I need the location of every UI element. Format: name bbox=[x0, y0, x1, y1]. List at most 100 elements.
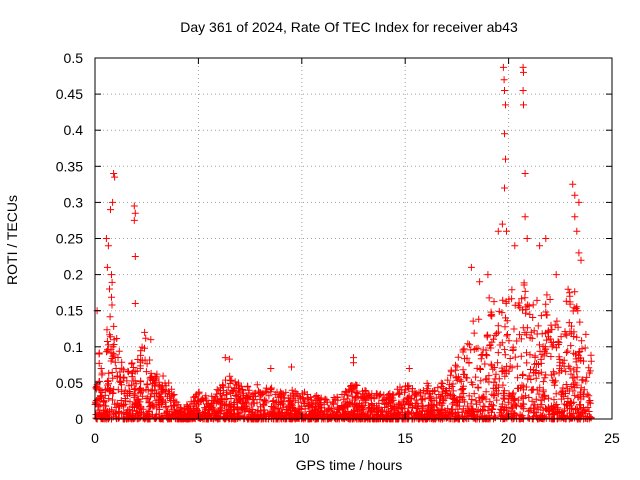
data-point bbox=[396, 383, 404, 391]
data-point bbox=[256, 395, 264, 403]
data-point bbox=[118, 358, 126, 366]
data-point bbox=[502, 299, 510, 307]
data-point bbox=[501, 184, 508, 192]
data-point bbox=[101, 386, 109, 393]
data-point bbox=[342, 409, 349, 417]
data-point bbox=[519, 306, 526, 314]
data-point bbox=[381, 404, 389, 411]
data-point bbox=[519, 370, 527, 378]
data-point bbox=[395, 409, 403, 417]
data-point bbox=[95, 359, 103, 367]
data-point bbox=[564, 285, 572, 293]
data-point bbox=[350, 359, 357, 367]
data-point bbox=[576, 401, 583, 409]
data-point bbox=[500, 76, 508, 84]
data-point bbox=[162, 390, 170, 398]
data-point bbox=[525, 414, 533, 422]
data-point bbox=[494, 328, 502, 336]
data-point bbox=[527, 328, 535, 336]
data-point bbox=[421, 395, 429, 403]
data-point bbox=[501, 323, 509, 331]
data-point bbox=[527, 376, 535, 383]
data-point bbox=[548, 326, 556, 334]
data-point bbox=[574, 406, 581, 414]
data-point bbox=[231, 399, 239, 406]
data-point bbox=[508, 286, 516, 294]
data-point bbox=[150, 392, 158, 400]
data-point bbox=[239, 386, 247, 393]
data-point bbox=[484, 271, 492, 279]
data-point bbox=[569, 380, 577, 388]
data-point bbox=[514, 396, 522, 404]
data-point bbox=[101, 407, 109, 415]
data-point bbox=[519, 324, 527, 332]
data-point bbox=[494, 322, 502, 330]
data-point bbox=[142, 386, 150, 394]
data-point bbox=[249, 406, 257, 413]
data-point bbox=[542, 329, 550, 337]
data-point bbox=[467, 263, 475, 271]
y-tick-label: 0.15 bbox=[56, 303, 83, 319]
data-point bbox=[269, 411, 277, 419]
data-point bbox=[465, 392, 473, 400]
data-point bbox=[145, 403, 153, 411]
data-point bbox=[316, 408, 324, 416]
data-point bbox=[436, 412, 444, 420]
data-point bbox=[130, 393, 138, 401]
data-point bbox=[368, 390, 376, 398]
data-point bbox=[525, 394, 533, 401]
data-point bbox=[454, 373, 462, 381]
data-point bbox=[143, 360, 151, 368]
data-point bbox=[134, 403, 142, 411]
data-point bbox=[201, 410, 209, 418]
data-point bbox=[114, 354, 122, 361]
data-point bbox=[424, 410, 432, 418]
data-point bbox=[501, 130, 508, 138]
data-point bbox=[519, 87, 527, 94]
data-point bbox=[105, 395, 113, 403]
data-point bbox=[131, 300, 139, 307]
data-point bbox=[537, 312, 545, 320]
data-point bbox=[291, 407, 299, 415]
data-point bbox=[571, 191, 579, 199]
data-point bbox=[560, 356, 568, 364]
data-point bbox=[450, 399, 458, 406]
data-point bbox=[267, 386, 275, 394]
data-point bbox=[134, 395, 142, 403]
data-point bbox=[323, 396, 331, 404]
data-point bbox=[395, 390, 403, 398]
data-point bbox=[168, 385, 176, 393]
data-point bbox=[231, 378, 239, 386]
data-point bbox=[362, 395, 370, 403]
y-tick-label: 0.25 bbox=[56, 231, 83, 247]
data-point bbox=[116, 377, 124, 385]
data-point bbox=[530, 327, 538, 335]
data-point bbox=[418, 407, 426, 415]
data-point bbox=[405, 385, 413, 393]
data-point bbox=[346, 399, 354, 406]
data-point bbox=[136, 398, 144, 406]
data-point bbox=[166, 413, 173, 421]
data-point bbox=[547, 353, 555, 360]
data-point bbox=[517, 352, 525, 360]
data-point bbox=[142, 368, 150, 376]
data-point bbox=[227, 403, 235, 410]
data-point bbox=[553, 409, 561, 417]
data-point bbox=[515, 299, 523, 307]
data-point bbox=[188, 414, 196, 422]
data-point bbox=[97, 365, 105, 372]
data-point bbox=[151, 382, 159, 390]
data-point bbox=[432, 394, 440, 402]
data-point bbox=[113, 399, 121, 407]
data-point bbox=[255, 387, 262, 395]
data-point bbox=[502, 155, 509, 163]
data-point bbox=[219, 382, 226, 390]
data-point bbox=[524, 414, 532, 422]
data-point bbox=[276, 410, 283, 418]
data-point bbox=[197, 396, 205, 404]
data-point bbox=[508, 364, 516, 372]
data-point bbox=[333, 408, 341, 416]
data-point bbox=[494, 359, 502, 367]
data-point bbox=[501, 346, 509, 354]
data-point bbox=[222, 376, 229, 384]
